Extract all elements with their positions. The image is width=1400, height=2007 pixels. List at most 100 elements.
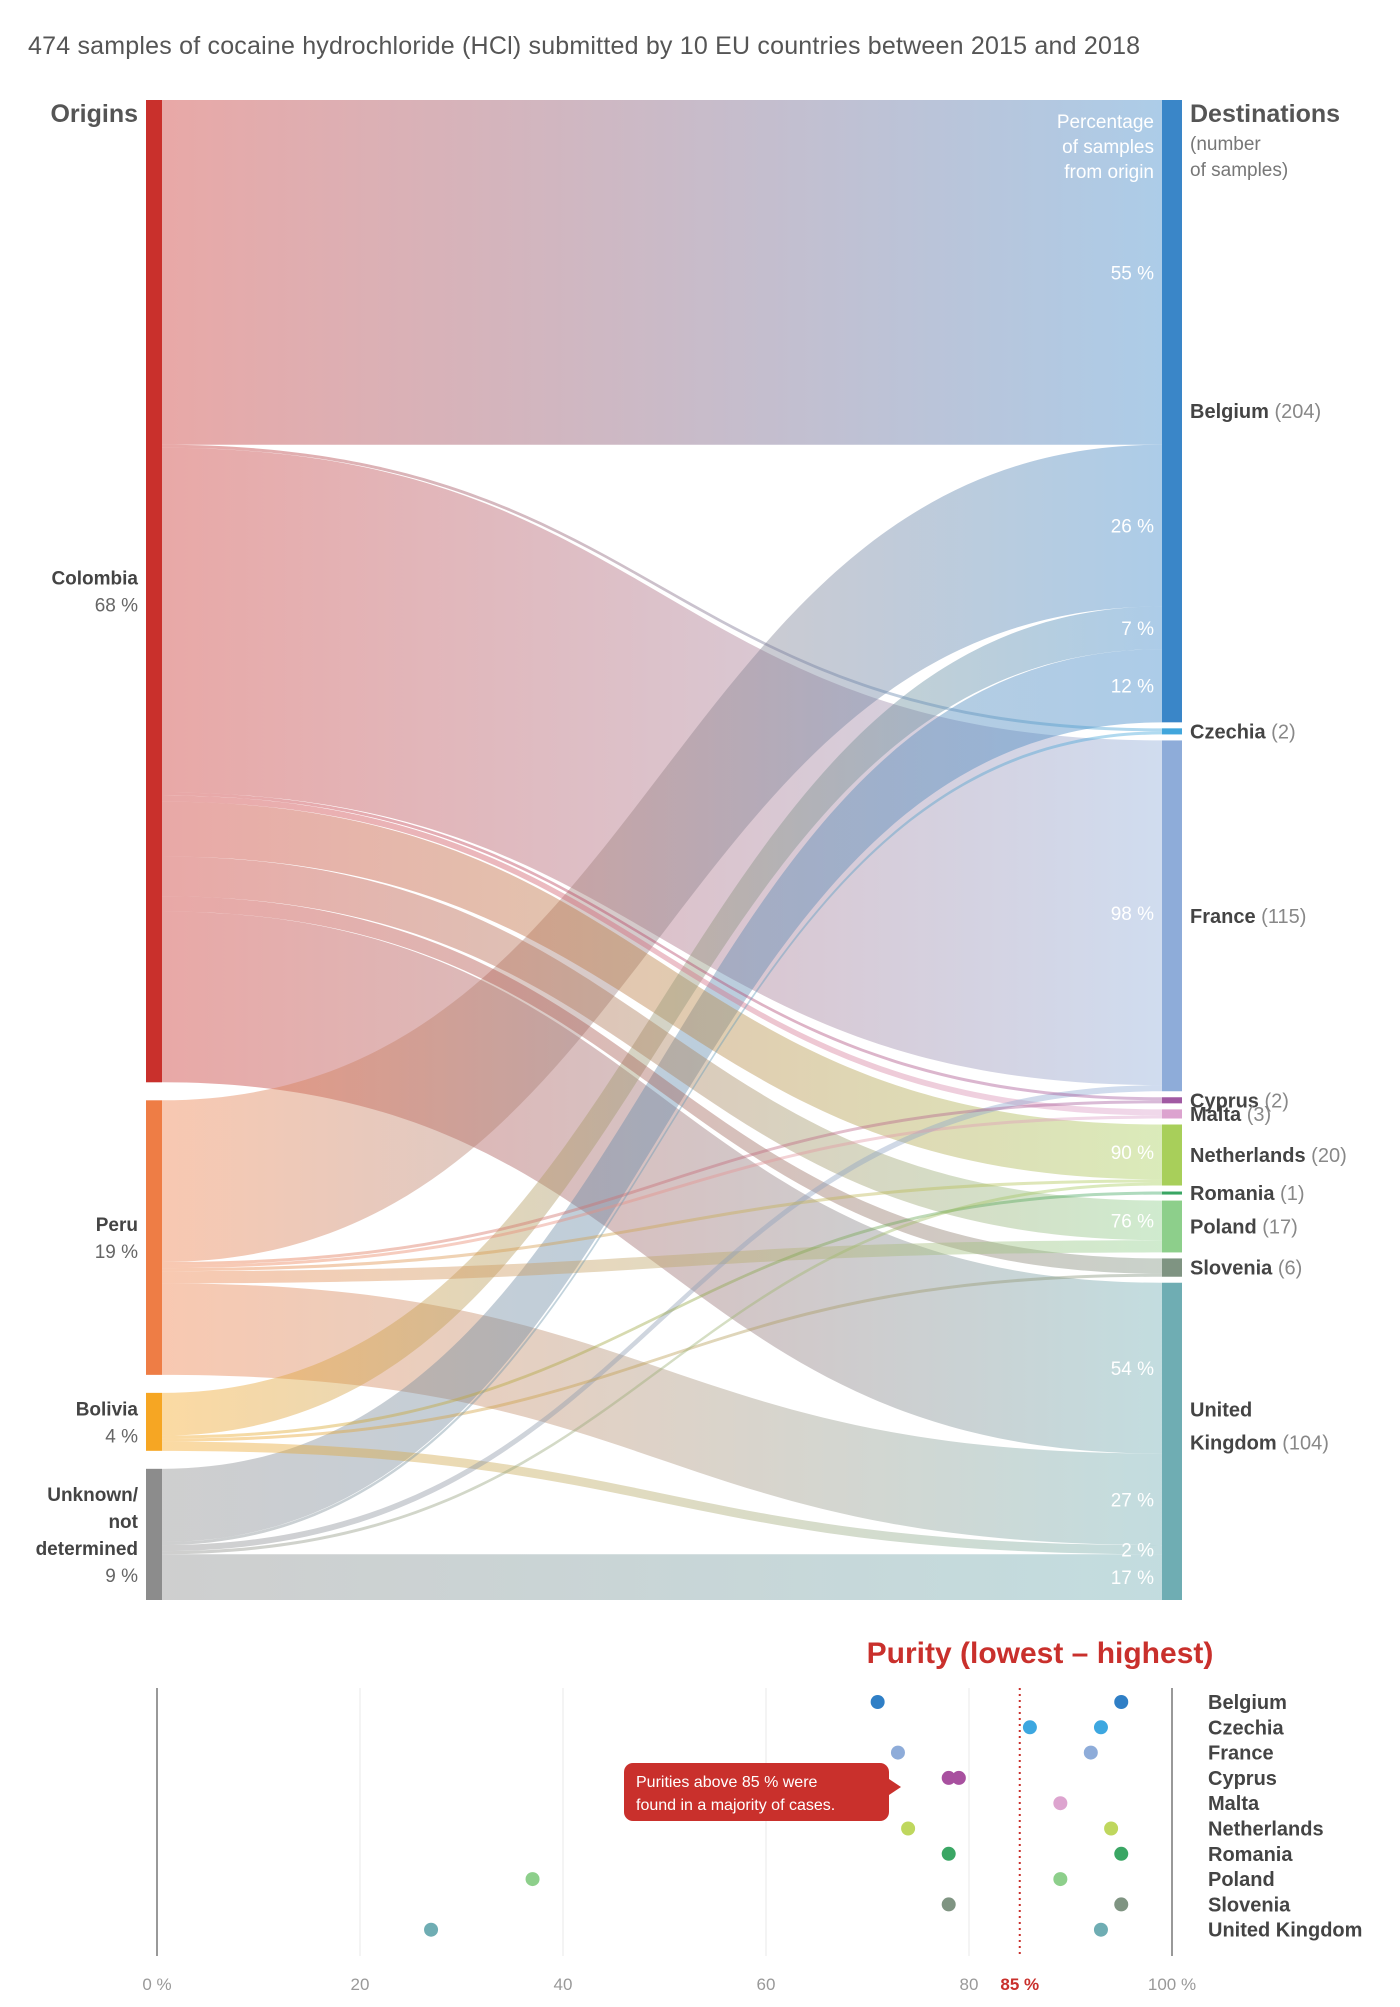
destination-label-uk: United	[1190, 1399, 1252, 1421]
destination-count-belgium: (204)	[1274, 401, 1321, 423]
destination-bar-czechia	[1162, 728, 1182, 735]
threshold-label: 85 %	[1000, 1975, 1039, 1994]
purity-country-france: France	[1208, 1743, 1274, 1765]
purity-country-czechia: Czechia	[1208, 1717, 1284, 1739]
flow-colombia-to-slovenia	[162, 896, 1162, 1274]
destination-count-france: (115)	[1261, 906, 1306, 928]
purity-max-dot-france	[1083, 1745, 1098, 1760]
flow-bolivia-to-uk	[162, 1441, 1162, 1555]
purity-plot: Purity (lowest – highest) 0 % 20 40 60 80 100 …	[142, 1637, 1362, 1994]
destination-count-malta: (3)	[1247, 1104, 1271, 1126]
purity-country-slovenia: Slovenia	[1208, 1894, 1291, 1916]
purity-min-dot-malta	[1053, 1796, 1068, 1811]
purity-min-dot-slovenia	[941, 1897, 956, 1912]
flow-peru-to-malta	[162, 1115, 1162, 1269]
purity-max-dot-belgium	[1114, 1695, 1129, 1709]
destination-label-romania: Romania (1)	[1190, 1183, 1304, 1205]
destination-count-czechia: (2)	[1271, 721, 1295, 743]
destination-bar-uk	[1162, 1282, 1182, 1600]
flow-bolivia-to-belgium	[162, 606, 1162, 1436]
origin-bar-colombia	[146, 100, 162, 1083]
purity-max-dot-slovenia	[1114, 1897, 1129, 1912]
origin-label-colombia: Colombia	[51, 569, 138, 590]
destination-label-belgium: Belgium (204)	[1190, 401, 1321, 423]
purity-min-dot-france	[890, 1745, 905, 1760]
flow-bolivia-to-romania	[162, 1191, 1162, 1439]
destination-count-uk: (104)	[1282, 1432, 1329, 1454]
purity-country-romania: Romania	[1208, 1844, 1293, 1866]
flow-peru-to-belgium	[162, 444, 1162, 1262]
flow-share-colombia-france: 98 %	[1111, 904, 1154, 925]
flow-peru-to-poland	[162, 1240, 1162, 1284]
flow-share-colombia-poland: 76 %	[1111, 1211, 1154, 1232]
flow-colombia-to-poland	[162, 856, 1162, 1241]
tick-label-0: 0 %	[142, 1975, 171, 1994]
purity-country-netherlands: Netherlands	[1208, 1819, 1324, 1841]
destination-bar-malta	[1162, 1109, 1182, 1119]
destination-bar-slovenia	[1162, 1258, 1182, 1277]
flow-colombia-to-belgium	[162, 100, 1162, 445]
destination-label-cyprus: Cyprus (2)	[1190, 1090, 1289, 1112]
destination-label-poland: Poland (17)	[1190, 1217, 1298, 1239]
flow-share-peru-belgium: 26 %	[1111, 517, 1154, 538]
flow-share-colombia-netherlands: 90 %	[1111, 1143, 1154, 1164]
purity-max-dot-romania	[1114, 1846, 1129, 1861]
flow-colombia-to-czechia	[162, 444, 1162, 732]
purity-min-dot-czechia	[1022, 1720, 1037, 1735]
purity-min-dot-united-kingdom	[424, 1922, 439, 1937]
origin-label-unknown: Unknown/	[47, 1485, 138, 1506]
annotation-text: Purities above 85 % were	[636, 1774, 818, 1791]
purity-min-dot-netherlands	[901, 1821, 916, 1836]
flow-unknown-to-czechia	[162, 731, 1162, 1546]
flow-unknown-to-france	[162, 1085, 1162, 1552]
destination-label-uk-line2: Kingdom (104)	[1190, 1432, 1329, 1454]
destination-bar-poland	[1162, 1200, 1182, 1253]
destination-bar-netherlands	[1162, 1124, 1182, 1186]
tick-label-60: 60	[757, 1975, 776, 1994]
flow-share-peru-uk: 27 %	[1111, 1490, 1154, 1511]
origin-bar-peru	[146, 1100, 162, 1375]
purity-country-belgium: Belgium	[1208, 1692, 1287, 1714]
destination-label-france: France (115)	[1190, 906, 1306, 928]
purity-country-cyprus: Cyprus	[1208, 1768, 1277, 1790]
purity-min-dot-cyprus	[941, 1770, 956, 1785]
purity-min-dot-poland	[525, 1872, 540, 1887]
destinations-title: Destinations	[1190, 100, 1340, 128]
tick-label-80: 80	[960, 1975, 979, 1994]
purity-max-dot-cyprus	[951, 1770, 966, 1785]
destination-bar-belgium	[1162, 100, 1182, 723]
origin-label-peru: Peru	[96, 1215, 138, 1236]
purity-min-dot-belgium	[870, 1695, 885, 1709]
destination-bar-romania	[1162, 1191, 1182, 1195]
percentage-caption: from origin	[1064, 162, 1154, 183]
flow-share-unknown-belgium: 12 %	[1111, 677, 1154, 698]
purity-max-dot-czechia	[1093, 1720, 1108, 1735]
flow-unknown-to-belgium	[162, 649, 1162, 1543]
percentage-caption: of samples	[1062, 137, 1154, 158]
flow-colombia-to-cyprus	[162, 792, 1162, 1101]
origin-share-colombia: 68 %	[95, 596, 138, 617]
origin-label-unknown: not	[108, 1512, 138, 1533]
tick-label-40: 40	[554, 1975, 573, 1994]
destination-label-malta: Malta (3)	[1190, 1104, 1271, 1126]
flow-unknown-to-netherlands	[162, 1182, 1162, 1555]
flow-share-colombia-belgium: 55 %	[1111, 263, 1154, 284]
origin-share-unknown: 9 %	[105, 1566, 138, 1587]
destination-bar-cyprus	[1162, 1097, 1182, 1104]
destinations-subtitle: (number	[1190, 134, 1261, 155]
flow-unknown-to-uk	[162, 1554, 1162, 1600]
percentage-caption: Percentage	[1057, 112, 1154, 133]
purity-max-dot-united-kingdom	[1093, 1922, 1108, 1937]
origin-bar-unknown	[146, 1468, 162, 1600]
origin-share-bolivia: 4 %	[105, 1426, 138, 1447]
annotation-pointer	[889, 1779, 901, 1795]
flow-share-colombia-uk: 54 %	[1111, 1359, 1154, 1380]
origin-label-unknown: determined	[36, 1539, 138, 1560]
flow-share-unknown-uk: 17 %	[1111, 1568, 1154, 1589]
destination-label-slovenia: Slovenia (6)	[1190, 1258, 1302, 1280]
tick-label-100: 100 %	[1148, 1975, 1196, 1994]
flow-share-bolivia-uk: 2 %	[1121, 1541, 1154, 1562]
purity-title: Purity (lowest – highest)	[867, 1637, 1214, 1670]
destination-count-poland: (17)	[1262, 1217, 1298, 1239]
